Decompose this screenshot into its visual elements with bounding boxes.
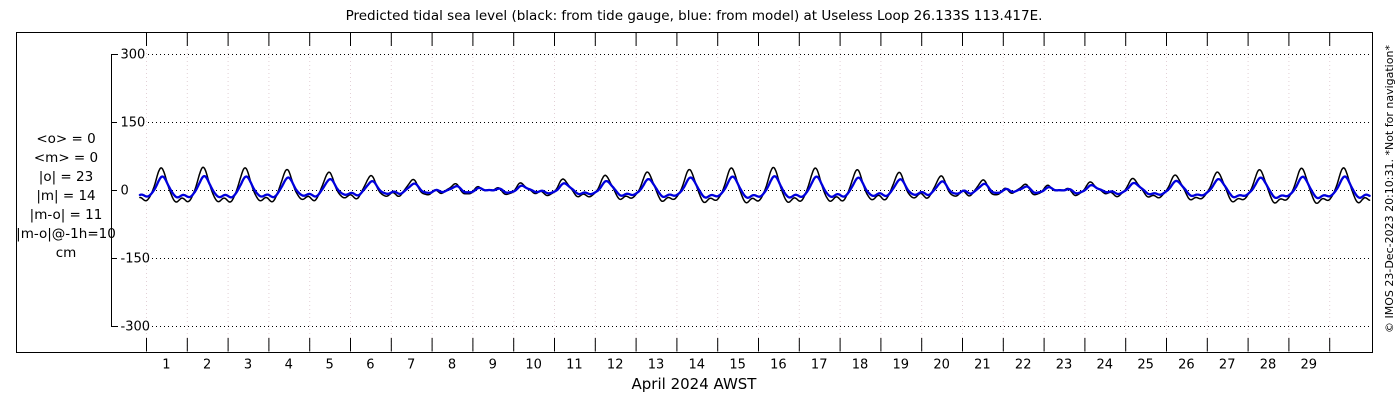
x-tick-label: 12 bbox=[607, 358, 624, 373]
x-tick-label: 29 bbox=[1301, 358, 1318, 373]
x-tick-label: 16 bbox=[770, 358, 787, 373]
stats-line: <m> = 0 bbox=[33, 150, 99, 166]
x-tick-label: 21 bbox=[974, 358, 991, 373]
chart-title: Predicted tidal sea level (black: from t… bbox=[345, 8, 1043, 24]
stats-line: |m-o| = 11 bbox=[29, 207, 103, 223]
y-tick-label: 300 bbox=[121, 48, 146, 63]
x-tick-label: 28 bbox=[1260, 358, 1277, 373]
plot-border bbox=[16, 32, 1373, 353]
x-tick-label: 23 bbox=[1056, 358, 1073, 373]
x-tick-label: 5 bbox=[325, 358, 333, 373]
x-tick-label: 27 bbox=[1219, 358, 1236, 373]
x-tick-label: 20 bbox=[933, 358, 950, 373]
x-tick-label: 1 bbox=[162, 358, 170, 373]
x-tick-label: 25 bbox=[1137, 358, 1154, 373]
x-tick-label: 4 bbox=[285, 358, 293, 373]
x-tick-label: 8 bbox=[448, 358, 456, 373]
stats-line: |m-o|@-1h=10 bbox=[16, 226, 116, 242]
x-tick-label: 22 bbox=[1015, 358, 1032, 373]
x-axis-label: April 2024 AWST bbox=[631, 375, 757, 393]
y-tick-label: 0 bbox=[121, 184, 129, 199]
stats-line: <o> = 0 bbox=[36, 131, 96, 147]
x-tick-label: 9 bbox=[489, 358, 497, 373]
x-tick-label: 15 bbox=[729, 358, 746, 373]
x-tick-labels: 1 2 3 4 5 6 7 8 9 10 11 12 13 14 15 16 17 18 19 20 21 22 23 24 2… bbox=[162, 358, 1317, 373]
x-tick-label: 11 bbox=[566, 358, 583, 373]
y-tick-label: -300 bbox=[121, 320, 151, 335]
x-tick-label: 6 bbox=[366, 358, 374, 373]
x-tick-label: 18 bbox=[852, 358, 869, 373]
stats-line: |m| = 14 bbox=[36, 188, 96, 204]
x-tick-label: 3 bbox=[244, 358, 252, 373]
x-tick-label: 24 bbox=[1097, 358, 1114, 373]
y-tick-label: 150 bbox=[121, 116, 146, 131]
x-tick-label: 19 bbox=[893, 358, 910, 373]
x-tick-label: 17 bbox=[811, 358, 828, 373]
stats-line: |o| = 23 bbox=[38, 169, 94, 185]
x-tick-label: 13 bbox=[648, 358, 665, 373]
x-tick-label: 10 bbox=[525, 358, 542, 373]
x-tick-label: 2 bbox=[203, 358, 211, 373]
model-series-line bbox=[138, 175, 1371, 200]
stats-block: <o> = 0 <m> = 0 |o| = 23 |m| = 14 |m-o| = 11… bbox=[12, 130, 120, 263]
x-tick-label: 26 bbox=[1178, 358, 1195, 373]
y-axis: 300 150 0 -150 -300 bbox=[111, 48, 150, 335]
day-gridlines-and-ticks bbox=[146, 32, 1331, 352]
imos-watermark: © IMOS 23-Dec-2023 20:10:31. *Not for na… bbox=[1383, 45, 1396, 333]
y-tick-label: -150 bbox=[121, 252, 151, 267]
x-tick-label: 14 bbox=[689, 358, 706, 373]
x-tick-label: 7 bbox=[407, 358, 415, 373]
stats-line: cm bbox=[55, 245, 77, 261]
horizontal-gridlines bbox=[148, 54, 1371, 327]
